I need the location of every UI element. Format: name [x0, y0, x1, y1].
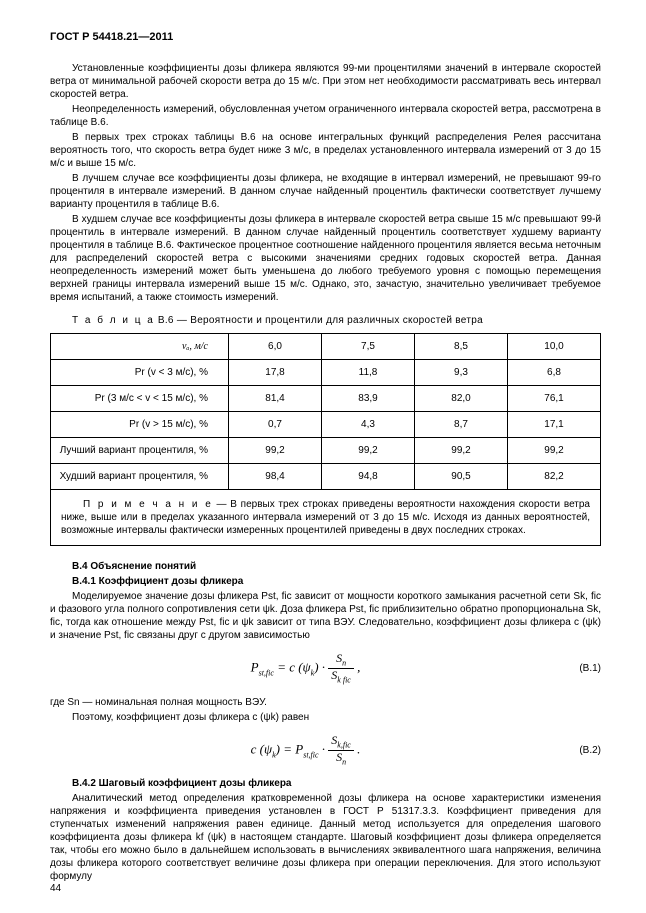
- cell: 10,0: [508, 334, 601, 360]
- paragraph: В худшем случае все коэффициенты дозы фл…: [50, 213, 601, 304]
- paragraph: Аналитический метод определения кратковр…: [50, 792, 601, 883]
- equation-row: c (ψk) = Pst,fic · Sk,ficSn . (В.2): [50, 734, 601, 767]
- table-note: П р и м е ч а н и е — В первых трех стро…: [50, 490, 601, 546]
- table-row: vₐ, м/с6,07,58,510,0: [51, 334, 601, 360]
- equation-row: Pst,fic = c (ψk) · SnSk fic , (В.1): [50, 652, 601, 685]
- subsection-heading: В.4.2 Шаговый коэффициент дозы фликера: [50, 777, 601, 790]
- cell: 90,5: [415, 464, 508, 490]
- cell: 99,2: [415, 438, 508, 464]
- equation: c (ψk) = Pst,fic · Sk,ficSn .: [50, 734, 561, 767]
- data-table: vₐ, м/с6,07,58,510,0Pr (v < 3 м/с), %17,…: [50, 333, 601, 490]
- cell: 8,7: [415, 412, 508, 438]
- subsection-heading: В.4.1 Коэффициент дозы фликера: [50, 575, 601, 588]
- cell: 82,2: [508, 464, 601, 490]
- table-row: Лучший вариант процентиля, %99,299,299,2…: [51, 438, 601, 464]
- table-row: Pr (v < 3 м/с), %17,811,89,36,8: [51, 360, 601, 386]
- cell: 82,0: [415, 386, 508, 412]
- cell: 99,2: [229, 438, 322, 464]
- page: ГОСТ Р 54418.21—2011 Установленные коэфф…: [0, 0, 646, 913]
- paragraph: Установленные коэффициенты дозы фликера …: [50, 62, 601, 101]
- row-label: Лучший вариант процентиля, %: [51, 438, 229, 464]
- row-label: vₐ, м/с: [51, 334, 229, 360]
- caption-label: Т а б л и ц а: [72, 315, 155, 326]
- row-label: Pr (3 м/с < v < 15 м/с), %: [51, 386, 229, 412]
- cell: 83,9: [322, 386, 415, 412]
- page-number: 44: [50, 882, 61, 895]
- cell: 99,2: [322, 438, 415, 464]
- cell: 94,8: [322, 464, 415, 490]
- cell: 98,4: [229, 464, 322, 490]
- note-label: П р и м е ч а н и е: [83, 499, 213, 510]
- table-row: Pr (3 м/с < v < 15 м/с), %81,483,982,076…: [51, 386, 601, 412]
- cell: 4,3: [322, 412, 415, 438]
- cell: 76,1: [508, 386, 601, 412]
- table-row: Pr (v > 15 м/с), %0,74,38,717,1: [51, 412, 601, 438]
- section-heading: В.4 Объяснение понятий: [50, 560, 601, 573]
- paragraph: Моделируемое значение дозы фликера Pst, …: [50, 590, 601, 642]
- equation-number: (В.1): [561, 662, 601, 675]
- cell: 17,8: [229, 360, 322, 386]
- paragraph: Неопределенность измерений, обусловленна…: [50, 103, 601, 129]
- paragraph: Поэтому, коэффициент дозы фликера c (ψk)…: [50, 711, 601, 724]
- equation-number: (В.2): [561, 744, 601, 757]
- table-caption: Т а б л и ц а В.6 — Вероятности и процен…: [50, 314, 601, 327]
- table-row: Худший вариант процентиля, %98,494,890,5…: [51, 464, 601, 490]
- cell: 99,2: [508, 438, 601, 464]
- row-label: Pr (v < 3 м/с), %: [51, 360, 229, 386]
- caption-rest: В.6 — Вероятности и процентили для разли…: [155, 315, 483, 326]
- cell: 9,3: [415, 360, 508, 386]
- cell: 17,1: [508, 412, 601, 438]
- row-label: Худший вариант процентиля, %: [51, 464, 229, 490]
- cell: 6,8: [508, 360, 601, 386]
- equation: Pst,fic = c (ψk) · SnSk fic ,: [50, 652, 561, 685]
- row-label: Pr (v > 15 м/с), %: [51, 412, 229, 438]
- cell: 6,0: [229, 334, 322, 360]
- cell: 11,8: [322, 360, 415, 386]
- doc-header: ГОСТ Р 54418.21—2011: [50, 30, 601, 44]
- cell: 8,5: [415, 334, 508, 360]
- cell: 81,4: [229, 386, 322, 412]
- paragraph: В первых трех строках таблицы В.6 на осн…: [50, 131, 601, 170]
- paragraph: где Sn — номинальная полная мощность ВЭУ…: [50, 696, 601, 709]
- cell: 7,5: [322, 334, 415, 360]
- paragraph: В лучшем случае все коэффициенты дозы фл…: [50, 172, 601, 211]
- cell: 0,7: [229, 412, 322, 438]
